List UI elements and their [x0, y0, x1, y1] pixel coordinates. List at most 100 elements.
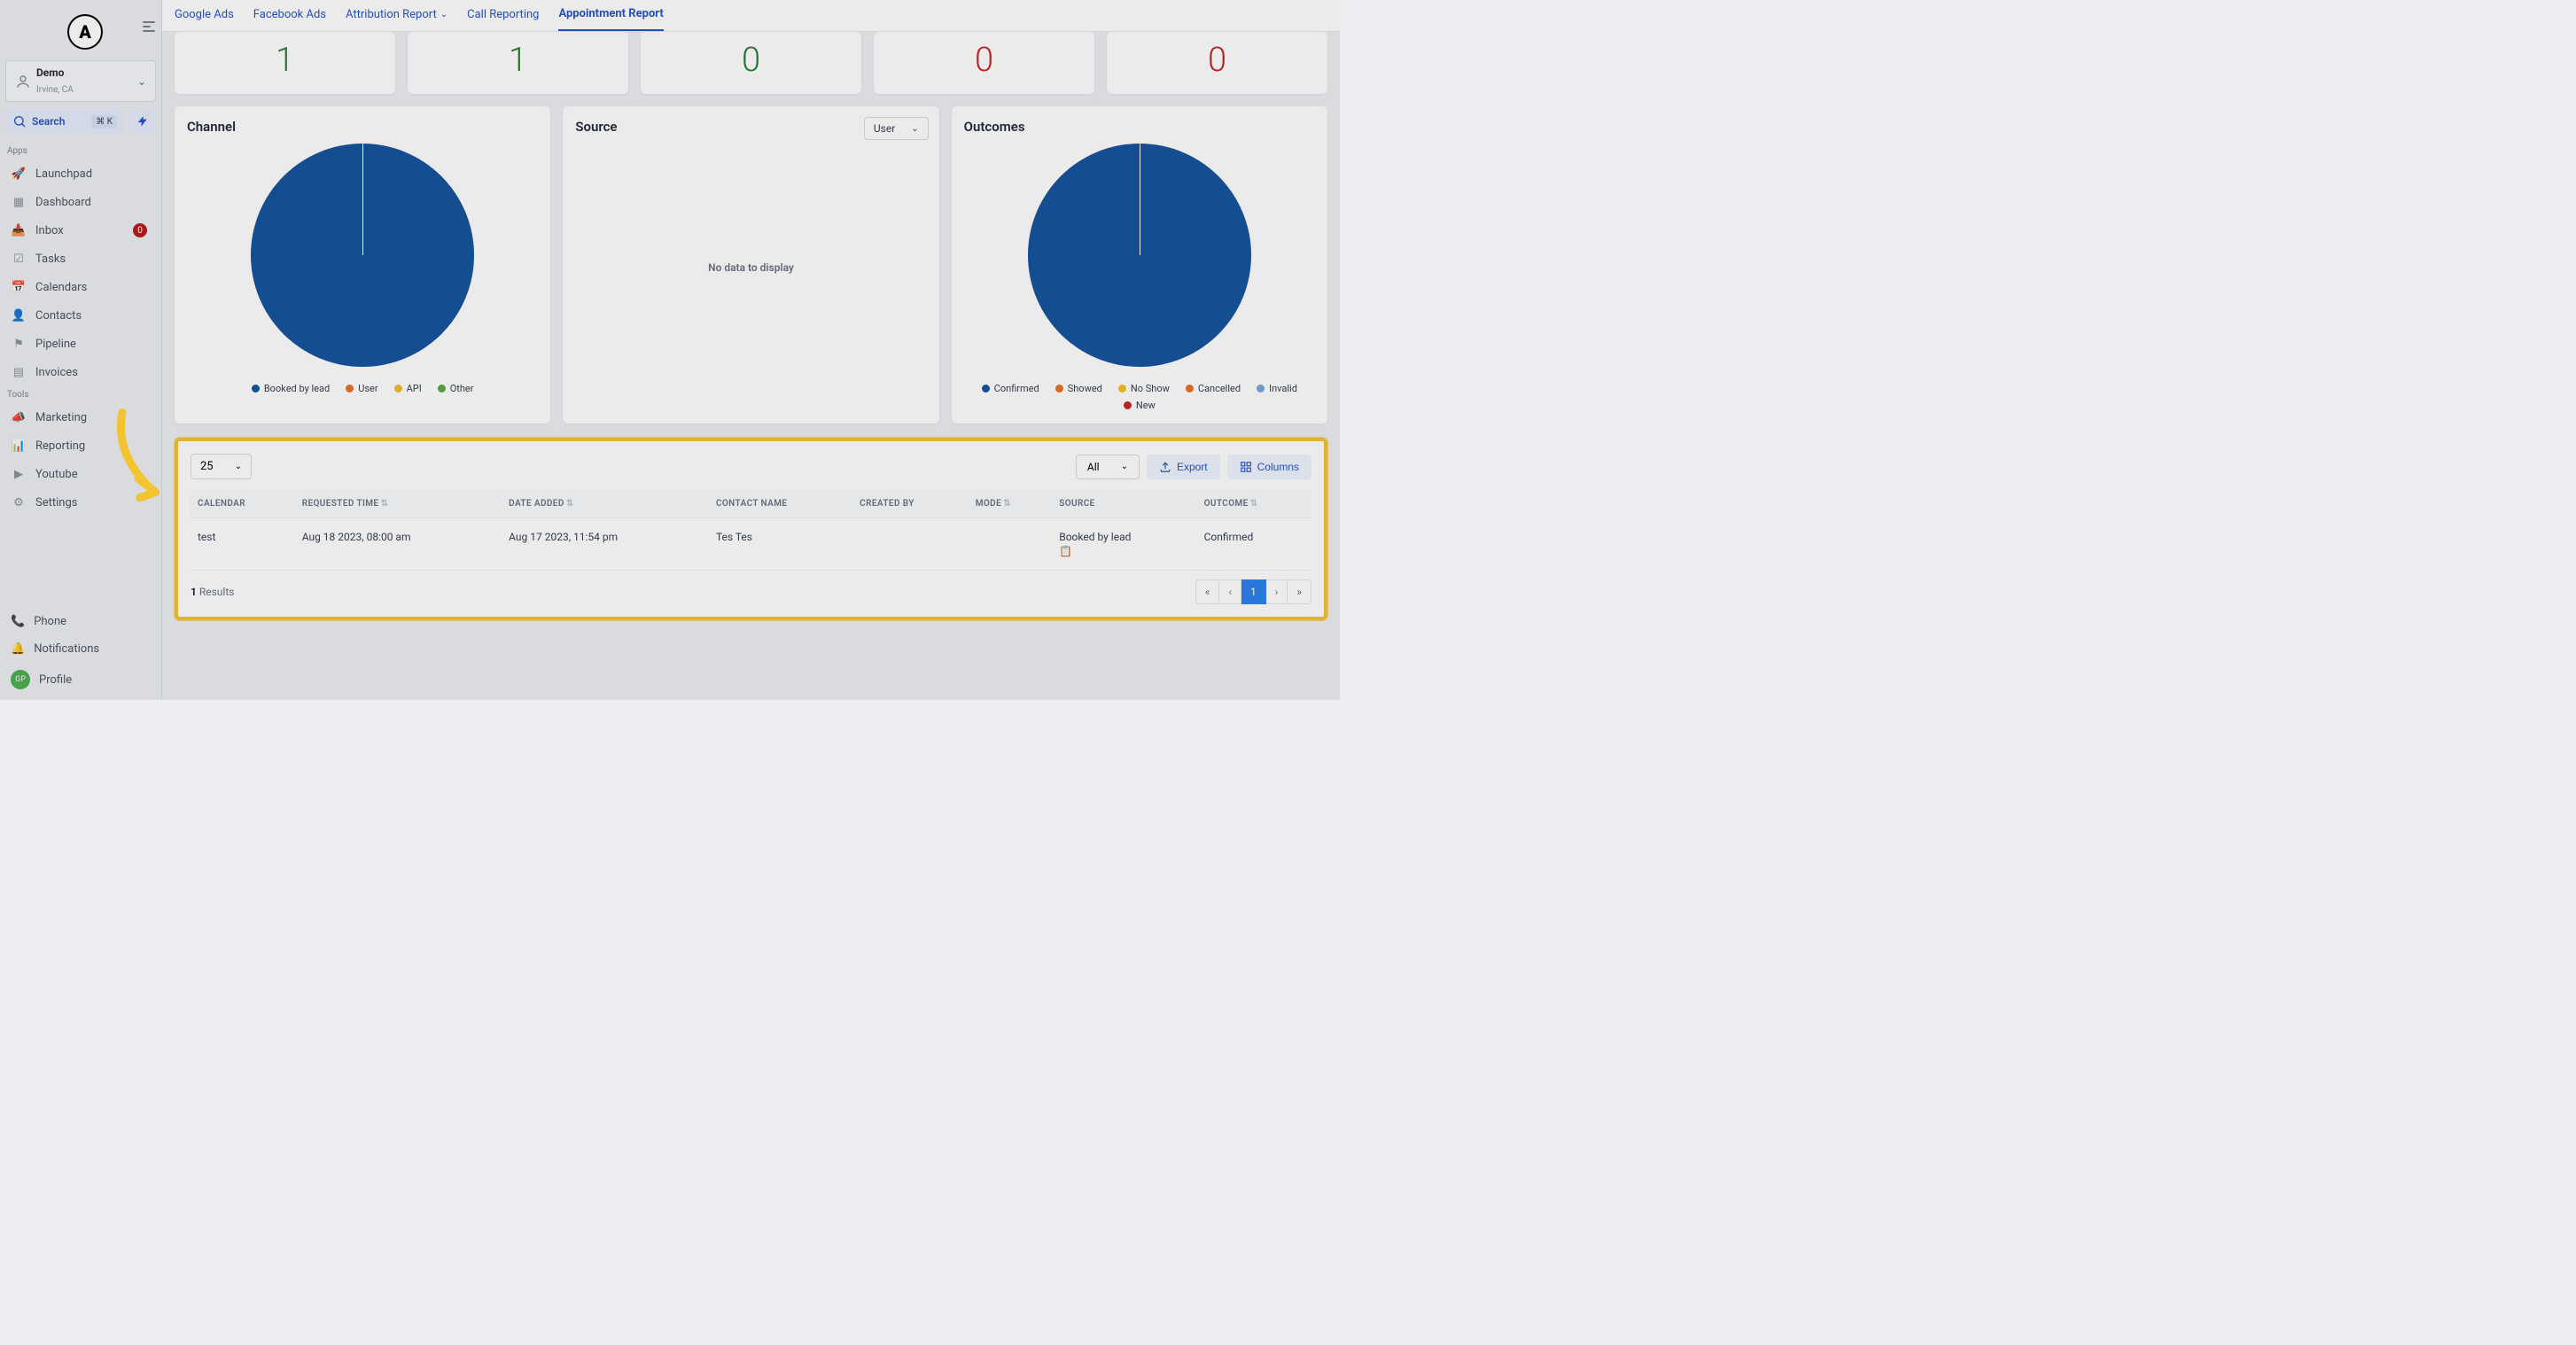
nav-dashboard[interactable]: ▦Dashboard — [4, 188, 158, 216]
chevron-down-icon: ⌄ — [911, 124, 918, 134]
reporting-icon: 📊 — [11, 438, 27, 454]
invoices-icon: ▤ — [11, 364, 27, 380]
legend-item: New — [1124, 400, 1156, 411]
pager-last[interactable]: » — [1288, 579, 1311, 604]
profile-avatar: GP — [11, 670, 30, 689]
main-content: Google Ads Facebook Ads Attribution Repo… — [162, 0, 1340, 700]
nav-phone[interactable]: 📞Phone — [4, 608, 158, 635]
outcomes-pie — [1028, 144, 1251, 367]
export-icon — [1159, 461, 1171, 473]
chevron-down-icon: ⌄ — [235, 462, 242, 471]
col-mode[interactable]: MODE⇅ — [969, 490, 1053, 518]
legend-item: Other — [438, 383, 474, 394]
dashboard-icon: ▦ — [11, 194, 27, 210]
inbox-badge: 0 — [133, 223, 147, 237]
nav-invoices[interactable]: ▤Invoices — [4, 358, 158, 386]
page-size-dropdown[interactable]: 25⌄ — [191, 454, 252, 479]
legend-item: Cancelled — [1186, 383, 1241, 394]
col-calendar[interactable]: CALENDAR — [191, 490, 295, 518]
nav-settings[interactable]: ⚙Settings — [4, 488, 158, 517]
pager-prev[interactable]: ‹ — [1219, 579, 1241, 604]
inbox-icon: 📥 — [11, 222, 27, 238]
pager-first[interactable]: « — [1195, 579, 1220, 604]
search-kbd: ⌘ K — [91, 115, 117, 128]
results-count: 1 Results — [191, 586, 234, 598]
stat-card-0: 1 — [175, 32, 395, 94]
phone-icon: 📞 — [11, 615, 25, 628]
search-label: Search — [32, 115, 86, 128]
tab-facebook-ads[interactable]: Facebook Ads — [253, 7, 326, 31]
account-location: Irvine, CA — [36, 85, 74, 95]
filter-dropdown[interactable]: All⌄ — [1076, 455, 1140, 479]
col-contact[interactable]: CONTACT NAME — [709, 490, 852, 518]
tab-call-reporting[interactable]: Call Reporting — [467, 7, 539, 31]
columns-icon — [1240, 461, 1252, 473]
marketing-icon: 📣 — [11, 409, 27, 425]
calendar-icon: 📅 — [11, 279, 27, 295]
col-requested[interactable]: REQUESTED TIME⇅ — [295, 490, 502, 518]
stat-card-4: 0 — [1107, 32, 1327, 94]
nav-pipeline[interactable]: ⚑Pipeline — [4, 330, 158, 358]
nav-launchpad[interactable]: 🚀Launchpad — [4, 159, 158, 188]
tab-appointment-report[interactable]: Appointment Report — [558, 7, 663, 31]
appointments-table-card: 25⌄ All⌄ Export Columns — [175, 438, 1327, 620]
tasks-icon: ☑ — [11, 251, 27, 267]
nav-inbox[interactable]: 📥Inbox0 — [4, 216, 158, 245]
section-apps-label: Apps — [0, 143, 161, 159]
pager-next[interactable]: › — [1266, 579, 1288, 604]
clipboard-icon: 📋 — [1059, 545, 1072, 557]
launchpad-icon: 🚀 — [11, 166, 27, 182]
legend-item: User — [346, 383, 377, 394]
nav-notifications[interactable]: 🔔Notifications — [4, 635, 158, 663]
settings-icon: ⚙ — [11, 494, 27, 510]
pager-page-1[interactable]: 1 — [1241, 579, 1266, 604]
account-switcher[interactable]: Demo Irvine, CA ⌄ — [5, 60, 156, 102]
legend-item: No Show — [1118, 383, 1170, 394]
nav-youtube[interactable]: ▶Youtube — [4, 460, 158, 488]
legend-item: Confirmed — [982, 383, 1039, 394]
legend-item: API — [394, 383, 422, 394]
app-logo: A — [67, 14, 103, 50]
stat-card-2: 0 — [641, 32, 861, 94]
col-source[interactable]: SOURCE — [1052, 490, 1196, 518]
tab-google-ads[interactable]: Google Ads — [175, 7, 234, 31]
outcomes-title: Outcomes — [964, 119, 1315, 135]
col-created[interactable]: CREATED BY — [852, 490, 969, 518]
legend-item: Showed — [1055, 383, 1102, 394]
pagination: « ‹ 1 › » — [1195, 579, 1311, 604]
nav-calendars[interactable]: 📅Calendars — [4, 273, 158, 301]
outcomes-legend: ConfirmedShowedNo ShowCancelledInvalidNe… — [964, 383, 1315, 411]
channel-pie — [251, 144, 474, 367]
nav-marketing[interactable]: 📣Marketing — [4, 403, 158, 431]
sidebar-collapse-button[interactable] — [136, 14, 161, 39]
youtube-icon: ▶ — [11, 466, 27, 482]
search-button[interactable]: Search ⌘ K — [5, 109, 124, 134]
chevron-down-icon: ⌄ — [1121, 462, 1128, 471]
nav-reporting[interactable]: 📊Reporting — [4, 431, 158, 460]
export-button[interactable]: Export — [1147, 455, 1220, 479]
outcomes-chart-card: Outcomes Confirmed Showed No Show Cancelled… — [952, 106, 1327, 424]
col-outcome[interactable]: OUTCOME⇅ — [1197, 490, 1311, 518]
channel-chart-card: Channel Booked by lead User API Other — [175, 106, 550, 424]
section-tools-label: Tools — [0, 386, 161, 403]
tab-attribution[interactable]: Attribution Report⌄ — [346, 7, 447, 31]
account-name: Demo — [36, 66, 137, 79]
bell-icon: 🔔 — [11, 642, 25, 656]
sidebar: A Demo Irvine, CA ⌄ Search ⌘ K Apps — [0, 0, 162, 700]
source-no-data: No data to display — [575, 135, 926, 400]
quick-action-button[interactable] — [129, 109, 156, 134]
table-row[interactable]: testAug 18 2023, 08:00 amAug 17 2023, 11… — [191, 518, 1311, 571]
appointments-table: CALENDAR REQUESTED TIME⇅ DATE ADDED⇅ CON… — [191, 490, 1311, 571]
stat-card-1: 1 — [408, 32, 628, 94]
channel-title: Channel — [187, 119, 538, 135]
nav-tasks[interactable]: ☑Tasks — [4, 245, 158, 273]
report-tabs: Google Ads Facebook Ads Attribution Repo… — [162, 0, 1340, 32]
chevron-down-icon: ⌄ — [440, 10, 447, 19]
col-added[interactable]: DATE ADDED⇅ — [502, 490, 709, 518]
source-filter-dropdown[interactable]: User⌄ — [864, 117, 929, 140]
legend-item: Booked by lead — [252, 383, 330, 394]
nav-profile[interactable]: GPProfile — [4, 663, 158, 696]
columns-button[interactable]: Columns — [1227, 455, 1311, 479]
nav-contacts[interactable]: 👤Contacts — [4, 301, 158, 330]
stats-row: 11000 — [175, 32, 1327, 94]
